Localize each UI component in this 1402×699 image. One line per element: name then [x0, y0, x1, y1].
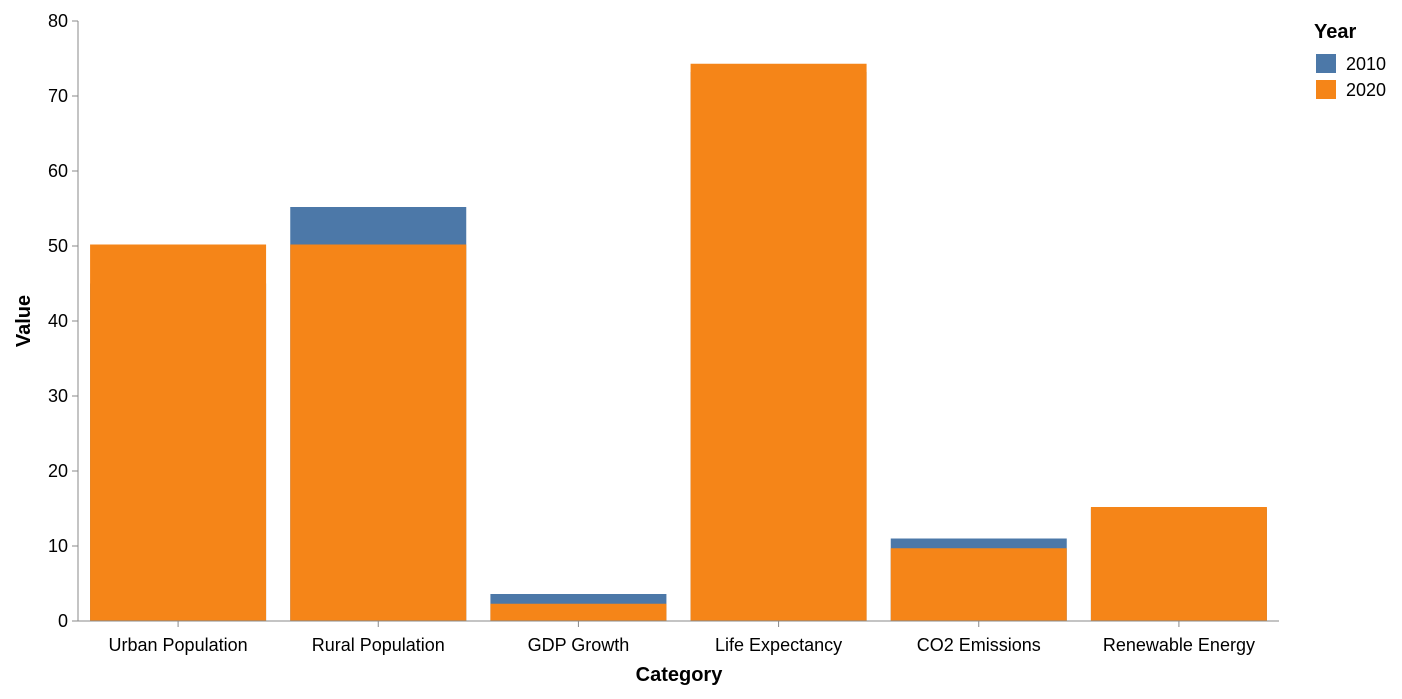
bar-2020-0 — [90, 244, 267, 621]
legend-item-2020: 2020 — [1316, 80, 1386, 100]
legend-item-2010: 2010 — [1316, 54, 1386, 74]
bars-layer — [90, 63, 1267, 621]
bar-2020-2 — [490, 603, 667, 621]
bar-2020-1 — [290, 244, 467, 621]
bar-2020-3 — [690, 63, 867, 621]
bar-2020-4 — [890, 548, 1067, 621]
legend-swatch-2010 — [1316, 54, 1336, 73]
y-tick-label-0: 0 — [58, 611, 68, 631]
legend: Year 2010 2020 — [1314, 21, 1386, 100]
y-axis: 0 10 20 30 40 50 60 70 80 — [48, 11, 79, 631]
x-tick-label-0: Urban Population — [109, 635, 248, 655]
y-tick-label-80: 80 — [48, 11, 68, 31]
y-tick-label-30: 30 — [48, 386, 68, 406]
y-tick-label-40: 40 — [48, 311, 68, 331]
y-tick-label-20: 20 — [48, 461, 68, 481]
y-axis-title: Value — [13, 295, 35, 347]
x-tick-label-3: Life Expectancy — [715, 635, 842, 655]
y-tick-label-50: 50 — [48, 236, 68, 256]
legend-label-2010: 2010 — [1346, 54, 1386, 74]
y-tick-label-10: 10 — [48, 536, 68, 556]
y-tick-label-60: 60 — [48, 161, 68, 181]
legend-title: Year — [1314, 21, 1356, 43]
x-tick-label-1: Rural Population — [312, 635, 445, 655]
y-tick-label-70: 70 — [48, 86, 68, 106]
x-tick-label-4: CO2 Emissions — [917, 635, 1041, 655]
bar-2020-5 — [1090, 507, 1267, 621]
x-axis: Urban Population Rural Population GDP Grow… — [78, 620, 1279, 655]
x-axis-title: Category — [636, 664, 724, 686]
legend-swatch-2020 — [1316, 80, 1336, 99]
legend-label-2020: 2020 — [1346, 80, 1386, 100]
x-tick-label-2: GDP Growth — [528, 635, 630, 655]
x-tick-label-5: Renewable Energy — [1103, 635, 1255, 655]
